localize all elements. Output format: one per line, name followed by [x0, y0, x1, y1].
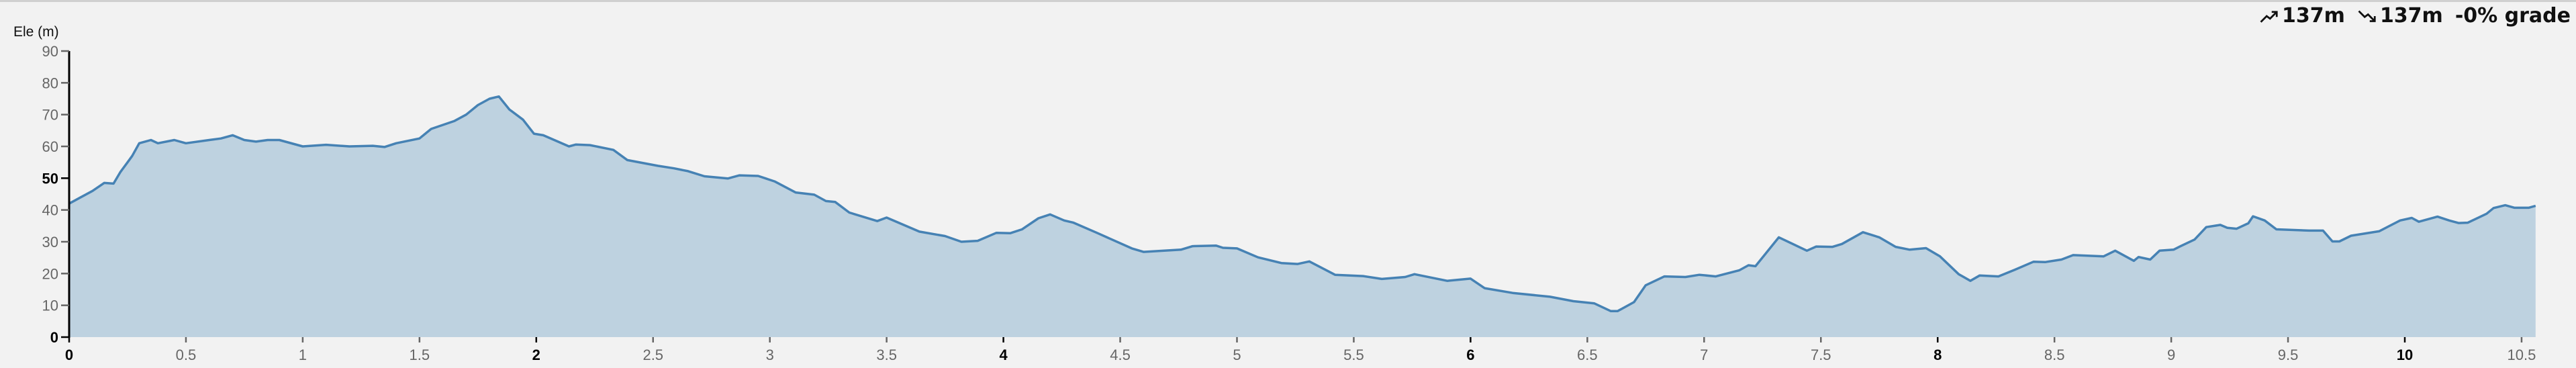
y-tick-label: 40 [42, 202, 58, 219]
y-tick-label: 50 [42, 170, 58, 187]
y-axis: 0 10 20 30 40 50 60 70 80 90 [42, 43, 70, 346]
x-tick-label: 4 [999, 347, 1008, 363]
x-tick-label: 0.5 [176, 347, 197, 363]
elevation-area [69, 96, 2536, 337]
y-axis-label: Ele (m) [13, 24, 59, 40]
trending-up-icon [2260, 10, 2278, 23]
x-tick-label: 9 [2167, 347, 2175, 363]
y-tick-label: 10 [42, 297, 58, 314]
x-tick-label: 7.5 [1811, 347, 1831, 363]
x-tick-label: 6.5 [1577, 347, 1598, 363]
y-tick-label: 90 [42, 43, 58, 60]
x-tick-label: 6 [1466, 347, 1474, 363]
x-tick-label: 8 [1934, 347, 1942, 363]
x-tick-label: 4.5 [1110, 347, 1131, 363]
y-tick-label: 60 [42, 138, 58, 155]
trending-down-icon [2358, 10, 2376, 22]
y-tick-label: 0 [50, 329, 58, 346]
x-tick-label: 5.5 [1343, 347, 1364, 363]
total-descent: 137m [2379, 4, 2443, 28]
x-tick-label: 3.5 [876, 347, 897, 363]
x-tick-label: 9.5 [2278, 347, 2299, 363]
x-tick-label: 1.5 [410, 347, 430, 363]
total-ascent: 137m [2282, 4, 2345, 28]
x-tick-label: 0 [65, 347, 73, 363]
y-tick-label: 80 [42, 75, 58, 91]
elevation-line [68, 95, 2536, 312]
top-border [0, 0, 2576, 2]
x-tick-label: 2.5 [642, 347, 663, 363]
x-tick-label: 1 [299, 347, 307, 363]
y-tick-label: 20 [42, 265, 58, 282]
x-tick-label: 5 [1233, 347, 1241, 363]
x-tick-label: 10.5 [2508, 347, 2536, 363]
elevation-summary: 137m 137m -0% grade [2259, 4, 2571, 28]
x-axis: 0 0.5 1 1.5 2 2.5 3 3.5 4 4.5 5 5.5 6 6.5 7 7.5 8 8.5 9 9.5… [65, 337, 2536, 363]
average-grade: -0% grade [2454, 4, 2571, 28]
x-tick-label: 10 [2397, 347, 2413, 363]
x-tick-label: 2 [532, 347, 540, 363]
x-tick-label: 8.5 [2044, 347, 2065, 363]
y-tick-label: 30 [42, 234, 58, 250]
y-tick-label: 70 [42, 107, 58, 124]
x-tick-label: 3 [766, 347, 774, 363]
x-tick-label: 7 [1700, 347, 1708, 363]
